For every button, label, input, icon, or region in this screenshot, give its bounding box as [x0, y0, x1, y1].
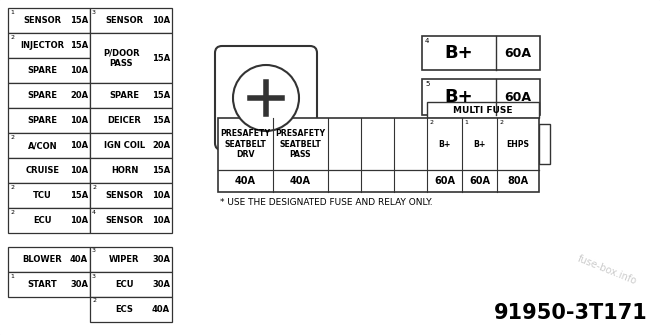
Text: * USE THE DESIGNATED FUSE AND RELAY ONLY.: * USE THE DESIGNATED FUSE AND RELAY ONLY…: [220, 198, 432, 207]
Text: ECU: ECU: [115, 280, 134, 289]
Text: 10A: 10A: [70, 166, 88, 175]
Circle shape: [233, 65, 299, 131]
Text: 1: 1: [10, 9, 14, 14]
Text: ECU: ECU: [33, 216, 51, 225]
Text: 2: 2: [92, 185, 96, 190]
Text: PRESAFETY
SEATBELT
PASS: PRESAFETY SEATBELT PASS: [275, 129, 325, 159]
Text: 40A: 40A: [152, 305, 170, 314]
Text: 60A: 60A: [434, 176, 455, 186]
Text: 60A: 60A: [504, 47, 531, 60]
Text: 30A: 30A: [152, 280, 170, 289]
Text: 10A: 10A: [70, 116, 88, 125]
Bar: [90, 297, 172, 322]
Bar: [422, 79, 540, 115]
Text: 60A: 60A: [469, 176, 490, 186]
Bar: [90, 272, 172, 297]
Text: 15A: 15A: [152, 166, 170, 175]
Text: P/DOOR
PASS: P/DOOR PASS: [103, 48, 139, 68]
Bar: [8, 33, 90, 58]
Text: SPARE: SPARE: [28, 66, 57, 75]
Text: SENSOR: SENSOR: [23, 16, 61, 25]
Text: 3: 3: [92, 9, 96, 14]
Text: 40A: 40A: [70, 255, 88, 264]
Text: 4: 4: [425, 38, 430, 44]
Text: 15A: 15A: [70, 41, 88, 50]
Text: 4: 4: [92, 209, 96, 214]
Text: 15A: 15A: [70, 16, 88, 25]
Text: 40A: 40A: [235, 176, 256, 186]
Text: 10A: 10A: [70, 141, 88, 150]
Text: 1: 1: [10, 273, 14, 278]
Text: START: START: [28, 280, 57, 289]
Text: 20A: 20A: [152, 141, 170, 150]
Bar: [90, 158, 172, 183]
Bar: [8, 158, 90, 183]
Text: INJECTOR: INJECTOR: [20, 41, 65, 50]
Bar: [422, 36, 540, 70]
Text: 30A: 30A: [70, 280, 88, 289]
Bar: [90, 83, 172, 108]
Text: 5: 5: [425, 81, 430, 87]
Text: SENSOR: SENSOR: [106, 191, 143, 200]
Text: B+: B+: [438, 139, 451, 148]
Bar: [8, 133, 90, 158]
Text: 2: 2: [500, 120, 504, 125]
Text: ECS: ECS: [115, 305, 133, 314]
Bar: [90, 247, 172, 272]
Bar: [8, 208, 90, 233]
Text: CRUISE: CRUISE: [26, 166, 59, 175]
Text: 15A: 15A: [70, 191, 88, 200]
Bar: [90, 33, 172, 83]
Text: B+: B+: [445, 44, 473, 62]
Text: 3: 3: [92, 249, 96, 254]
Bar: [8, 247, 90, 272]
Text: 60A: 60A: [504, 90, 531, 104]
Text: A/CON: A/CON: [28, 141, 57, 150]
Text: 10A: 10A: [152, 216, 170, 225]
Text: 3: 3: [92, 273, 96, 278]
Text: TCU: TCU: [33, 191, 52, 200]
Text: 2: 2: [10, 35, 14, 40]
Text: MULTI FUSE: MULTI FUSE: [453, 106, 513, 115]
Text: 30A: 30A: [152, 255, 170, 264]
Text: SPARE: SPARE: [28, 116, 57, 125]
Text: 2: 2: [10, 185, 14, 190]
Text: IGN COIL: IGN COIL: [104, 141, 145, 150]
Text: SPARE: SPARE: [110, 91, 139, 100]
Text: PRESAFETY
SEATBELT
DRV: PRESAFETY SEATBELT DRV: [220, 129, 271, 159]
Bar: [539, 124, 550, 164]
Text: fuse-box.info: fuse-box.info: [576, 254, 638, 287]
Text: BLOWER: BLOWER: [22, 255, 62, 264]
Text: B+: B+: [473, 139, 486, 148]
Text: SENSOR: SENSOR: [106, 216, 143, 225]
Text: 10A: 10A: [70, 216, 88, 225]
Text: 20A: 20A: [70, 91, 88, 100]
Text: WIPER: WIPER: [109, 255, 140, 264]
Text: SENSOR: SENSOR: [106, 16, 143, 25]
Bar: [90, 208, 172, 233]
Bar: [8, 58, 90, 83]
Bar: [90, 133, 172, 158]
Text: 15A: 15A: [152, 54, 170, 63]
Text: 2: 2: [430, 120, 434, 125]
Text: 10A: 10A: [70, 66, 88, 75]
Text: DEICER: DEICER: [108, 116, 141, 125]
Bar: [90, 108, 172, 133]
Text: 10A: 10A: [152, 16, 170, 25]
Text: 15A: 15A: [152, 116, 170, 125]
Text: 10A: 10A: [152, 191, 170, 200]
FancyBboxPatch shape: [215, 46, 317, 150]
Bar: [427, 102, 539, 118]
Text: B+: B+: [445, 88, 473, 106]
Text: HORN: HORN: [111, 166, 138, 175]
Text: 1: 1: [465, 120, 469, 125]
Bar: [8, 8, 90, 33]
Bar: [8, 272, 90, 297]
Bar: [8, 83, 90, 108]
Bar: [8, 108, 90, 133]
Bar: [218, 118, 539, 192]
Text: 15A: 15A: [152, 91, 170, 100]
Bar: [90, 8, 172, 33]
Text: 40A: 40A: [290, 176, 311, 186]
